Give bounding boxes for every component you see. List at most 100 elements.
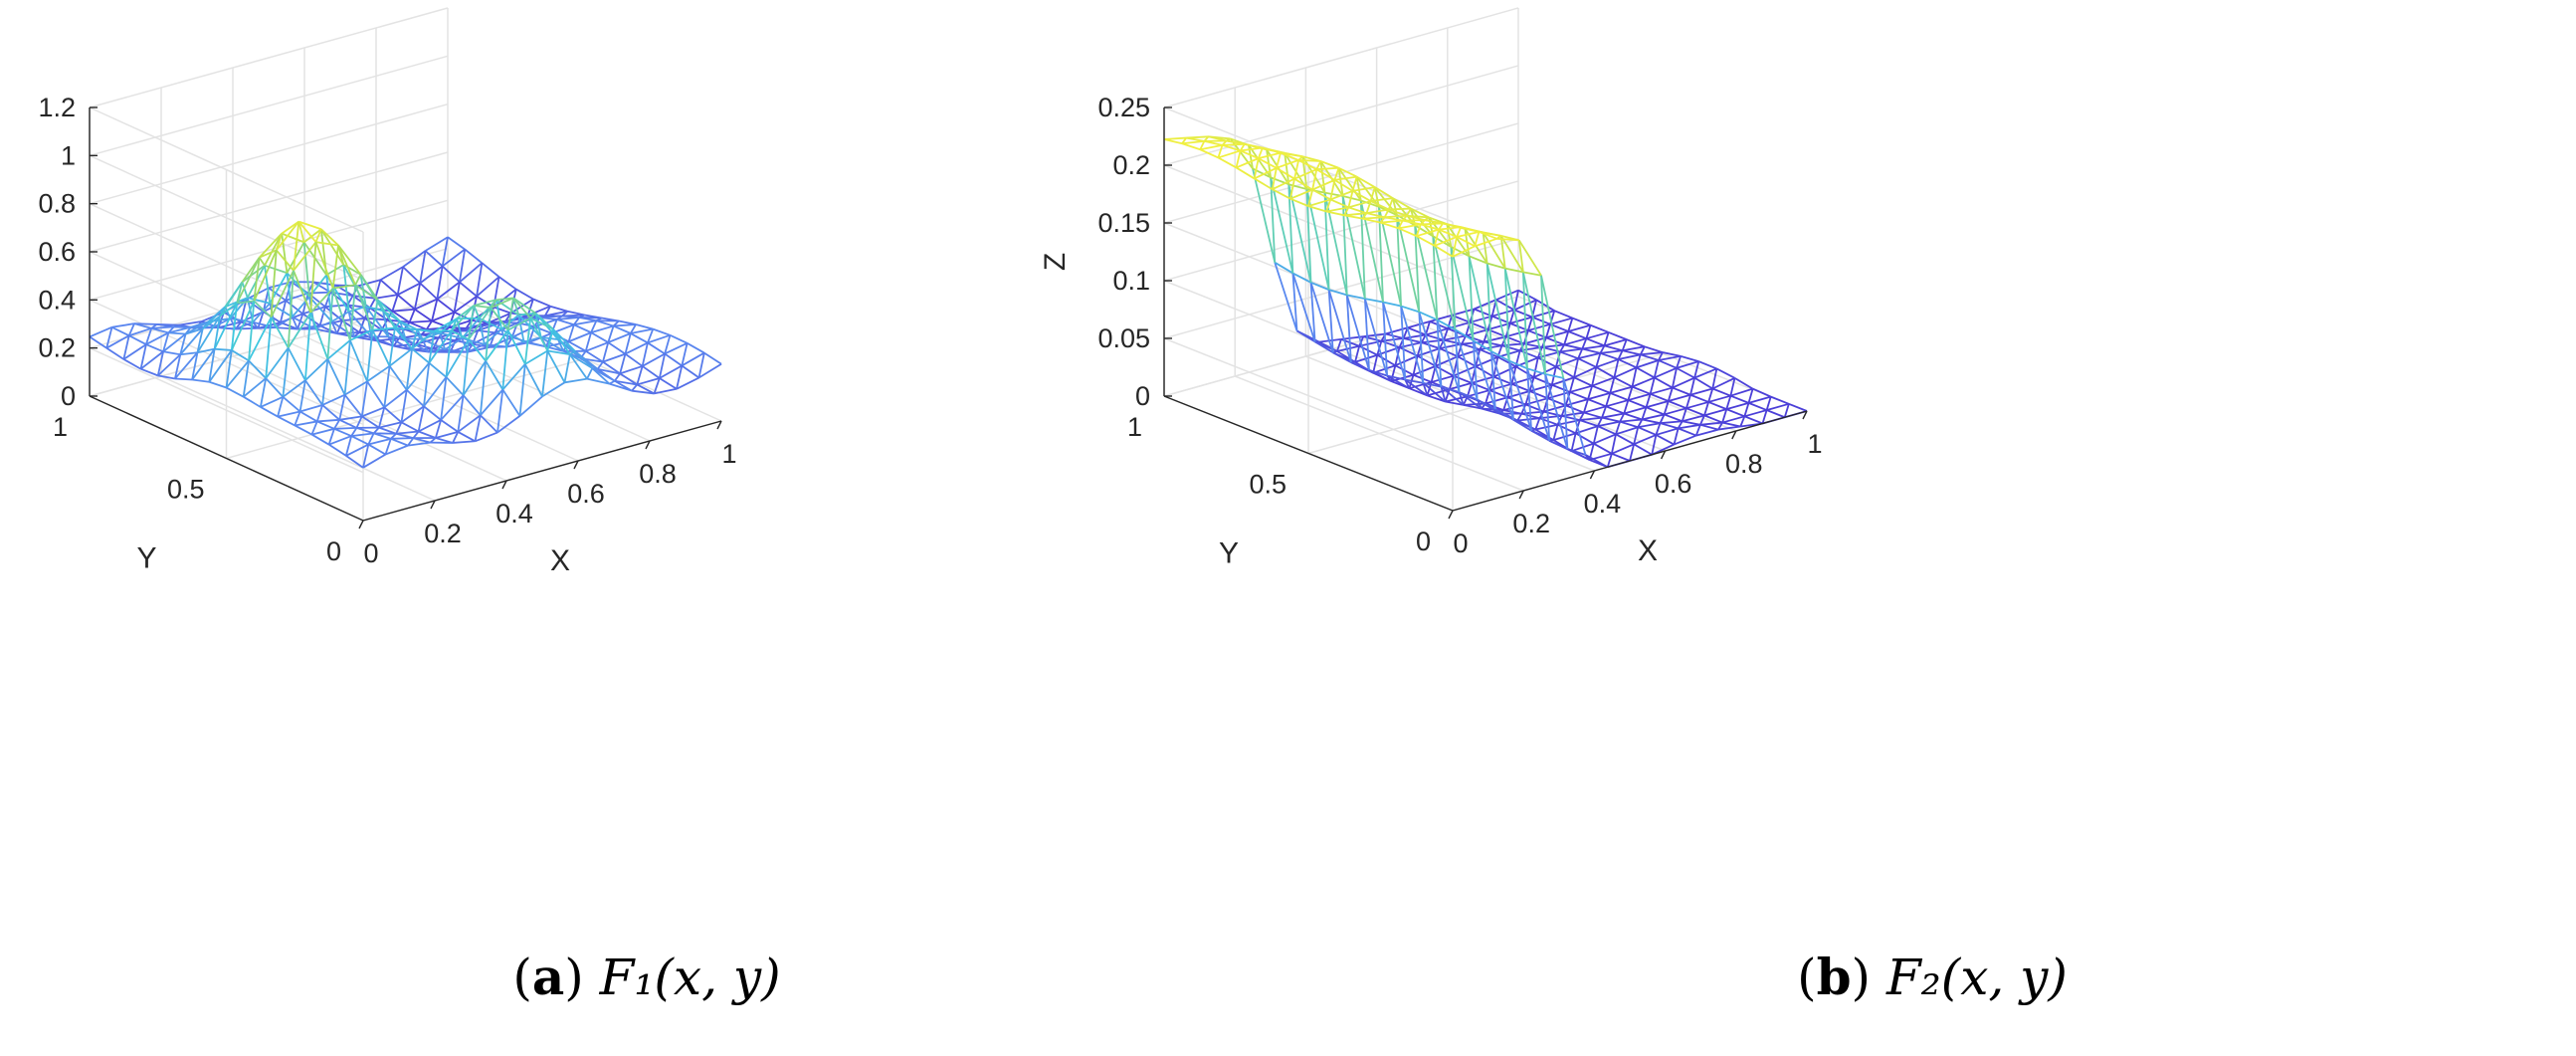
mesh-edge xyxy=(459,262,483,284)
mesh-edge xyxy=(557,338,565,352)
mesh-edge xyxy=(196,316,221,353)
mesh-edge xyxy=(1361,212,1368,220)
mesh-edge xyxy=(321,358,329,406)
mesh-edge xyxy=(419,282,438,301)
mesh-edge xyxy=(311,427,335,436)
mesh-edge xyxy=(1418,311,1438,321)
mesh-edge xyxy=(1359,200,1384,303)
mesh-edge xyxy=(388,327,396,366)
mesh-edge xyxy=(541,350,549,397)
mesh-edge xyxy=(1622,345,1646,352)
mesh-edge xyxy=(1163,136,1187,140)
mesh-edge xyxy=(1354,345,1360,362)
mesh-edge xyxy=(1182,139,1205,145)
mesh-edge xyxy=(1400,306,1425,384)
mesh-edge xyxy=(1258,151,1282,160)
mesh-edge xyxy=(1726,402,1749,410)
mesh-edge xyxy=(1644,345,1664,353)
mesh-edge xyxy=(444,337,463,350)
mesh-edge xyxy=(468,338,487,362)
mesh-edge xyxy=(1276,167,1295,180)
mesh-edge xyxy=(1345,295,1352,363)
mesh-edge xyxy=(1403,333,1427,339)
mesh-edge xyxy=(1432,236,1439,320)
x-tick-mark xyxy=(1448,510,1454,520)
mesh-edge xyxy=(464,248,483,264)
mesh-edge xyxy=(1421,338,1445,344)
mesh-edge xyxy=(1469,255,1487,265)
mesh-edge xyxy=(462,360,487,396)
mesh-edge xyxy=(534,313,542,338)
mesh-edge xyxy=(1262,146,1282,154)
mesh-edge xyxy=(1456,236,1476,248)
mesh-edge xyxy=(1668,393,1691,402)
mesh-edge xyxy=(1707,394,1731,403)
mesh-edge xyxy=(1362,216,1385,220)
mesh-edge xyxy=(230,303,239,351)
mesh-edge xyxy=(407,437,415,447)
mesh-edge xyxy=(614,372,621,382)
mesh-edge xyxy=(586,367,594,380)
mesh-edge xyxy=(1527,317,1533,331)
mesh-edge xyxy=(1577,357,1597,368)
mesh-edge xyxy=(287,270,295,348)
mesh-edge xyxy=(1748,402,1767,411)
y-tick-label: 1 xyxy=(1127,412,1142,442)
mesh-edge xyxy=(1441,385,1460,393)
mesh-edge xyxy=(1236,157,1260,169)
mesh-edge xyxy=(265,346,290,379)
mesh-edge xyxy=(1707,401,1727,410)
mesh-edge xyxy=(1563,337,1587,346)
mesh-edge xyxy=(1489,350,1514,421)
mesh-edge xyxy=(1521,272,1547,375)
mesh-edge xyxy=(409,319,433,323)
mesh-edge xyxy=(1717,425,1741,431)
y-axis-line xyxy=(89,395,364,522)
mesh-edge xyxy=(248,359,267,379)
mesh-edge xyxy=(1431,374,1455,383)
mesh-edge xyxy=(1477,398,1496,410)
mesh-edge xyxy=(1583,405,1607,414)
mesh-edge xyxy=(1526,367,1546,375)
mesh-edge xyxy=(1645,393,1652,408)
mesh-edge xyxy=(1591,376,1615,387)
mesh-edge xyxy=(276,249,295,272)
mesh-edge xyxy=(370,335,394,347)
mesh-edge xyxy=(1699,415,1705,426)
mesh-edge xyxy=(320,228,339,247)
mesh-edge xyxy=(1505,329,1529,338)
mesh-edge xyxy=(413,283,422,310)
mesh-edge xyxy=(1578,412,1585,421)
mesh-edge xyxy=(298,220,322,231)
y-axis-line xyxy=(1163,395,1454,512)
mesh-edge xyxy=(337,244,362,276)
mesh-edge xyxy=(297,221,317,243)
mesh-edge xyxy=(1711,368,1718,389)
mesh-edge xyxy=(440,419,459,433)
x-tick-label: 1 xyxy=(1807,429,1822,459)
mesh-edge xyxy=(596,361,604,370)
mesh-edge xyxy=(422,338,446,351)
mesh-edge xyxy=(1685,407,1705,417)
mesh-edge xyxy=(412,430,420,439)
mesh-edge xyxy=(1499,235,1524,273)
mesh-edge xyxy=(423,362,431,407)
mesh-edge xyxy=(1337,167,1344,197)
mesh-edge xyxy=(260,406,279,418)
mesh-edge xyxy=(1490,350,1510,362)
mesh-edge xyxy=(1366,208,1389,215)
mesh-edge xyxy=(424,250,444,268)
mesh-edge xyxy=(174,377,193,381)
mesh-edge xyxy=(237,300,255,305)
mesh-edge xyxy=(523,317,532,364)
mesh-edge xyxy=(590,324,614,333)
mesh-edge xyxy=(1515,365,1535,378)
mesh-edge xyxy=(474,299,496,307)
mesh-edge xyxy=(1583,398,1589,413)
mesh-edge xyxy=(1667,387,1674,402)
mesh-edge xyxy=(287,312,311,348)
mesh-edge xyxy=(297,221,305,243)
z-tick-label: 0 xyxy=(61,381,76,411)
z-tick-label: 0.6 xyxy=(38,237,76,267)
mesh-edge xyxy=(1385,332,1404,339)
